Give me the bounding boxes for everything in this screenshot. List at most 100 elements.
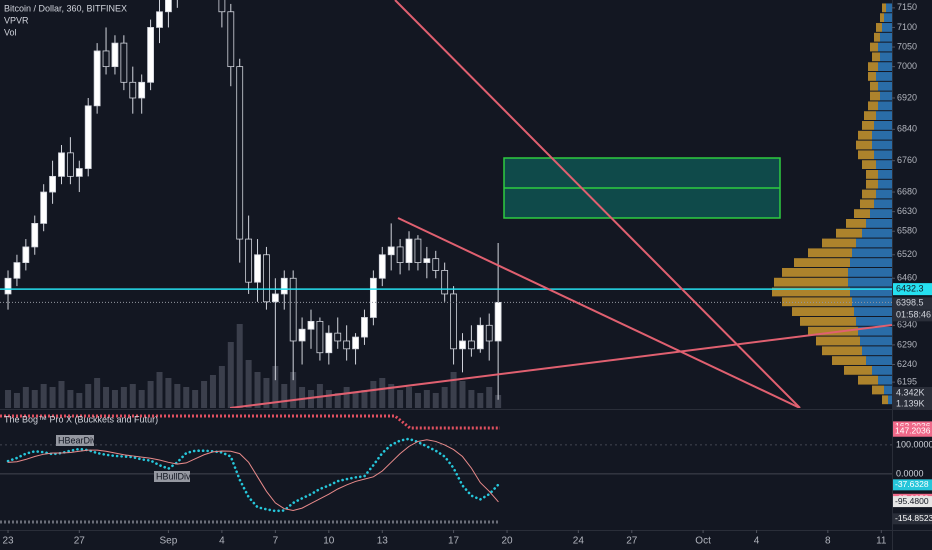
candle-body [307,320,315,330]
volume-label: 4.342K [896,387,925,397]
candle-body [450,293,457,350]
candle-body [476,324,484,350]
volume-bar [379,378,386,408]
volume-bar [414,393,421,408]
trend-line [229,324,892,408]
volume-bar [423,390,430,408]
volume-bar [334,393,341,408]
candle-body [485,324,493,342]
candle-body [147,27,154,83]
candle-body [280,277,288,295]
volume-bar [85,384,92,408]
profile-down [844,365,872,375]
volume-bar [486,387,493,408]
volume-bar [58,381,65,408]
candle-body [316,320,324,354]
profile-up [880,32,892,42]
annotation: HBearDiv [58,435,97,445]
volume-bar [441,387,448,408]
candle-body [22,246,30,263]
candle-body [467,340,475,350]
candle-body [494,301,502,342]
volume-label: 1.139K [896,398,925,408]
candle-body [111,42,119,68]
profile-up [882,23,892,32]
candle-body [218,0,226,13]
volume-bar [361,390,368,408]
candle-body [236,66,244,240]
profile-down [866,170,878,179]
profile-up [870,209,892,219]
profile-up [886,3,892,13]
volume-bar [450,372,457,408]
candle-body [441,270,449,295]
y-tick-label: 7000 [897,61,917,71]
volume-bar [227,342,234,408]
candle-body [84,105,92,169]
volume-bar [209,375,216,408]
profile-down [794,258,850,267]
profile-up [878,179,892,189]
trend-line [397,217,801,408]
profile-up [880,91,892,101]
volume-bar [201,381,208,408]
volume-label-bg [893,387,932,398]
volume-bar [67,390,74,408]
profile-up [872,130,892,140]
last-price-label-bg [893,297,932,310]
profile-down [836,228,862,238]
indicator-label: VPVR [4,15,29,25]
x-tick-label: 13 [377,536,389,547]
profile-down [822,346,862,356]
volume-bar [174,384,181,408]
candle-body [298,328,306,342]
profile-down [882,395,888,405]
volume-bar [272,366,279,408]
candle-body [423,258,431,263]
value-marker-bg [893,479,932,491]
value-marker-bg [893,513,932,525]
profile-down [858,130,872,140]
volume-bar [40,384,47,408]
volume-bar [76,393,83,408]
candle-body [49,175,56,193]
y-tick-label: 6580 [897,226,917,236]
y-tick-label: 6460 [897,273,917,283]
profile-down [868,62,878,72]
volume-bar [299,387,306,408]
candle-body [369,277,377,318]
value-marker: -37.6328 [895,479,929,489]
candle-body [75,168,83,177]
candle-body [414,238,422,263]
candle-body [66,152,74,177]
candle-body [289,277,297,342]
candle-body [227,11,235,68]
volume-bar [192,390,199,408]
volume-bar [495,394,502,408]
candle-body [361,317,368,338]
profile-up [854,307,892,316]
drawings [229,0,892,408]
x-tick-label: 20 [501,536,513,547]
profile-up [850,258,892,267]
oscillator-pane [0,414,892,524]
x-tick-label: Sep [160,536,178,547]
volume-bar [352,393,359,408]
volume-bar [406,387,413,408]
y-tick-label: 7150 [897,2,917,12]
profile-up [848,277,892,287]
value-marker-bg [893,425,932,437]
indicator-label: Vol [4,27,17,37]
candle-body [138,81,146,99]
volume-bar [111,390,118,408]
countdown-bg [893,309,932,322]
volume-bar [343,387,350,408]
volume-bar [138,390,145,408]
profile-down [868,72,876,81]
volume-bar [5,390,12,408]
candle-body [93,50,101,107]
annotation: HBullDiv [156,471,191,481]
profile-down [860,199,874,209]
